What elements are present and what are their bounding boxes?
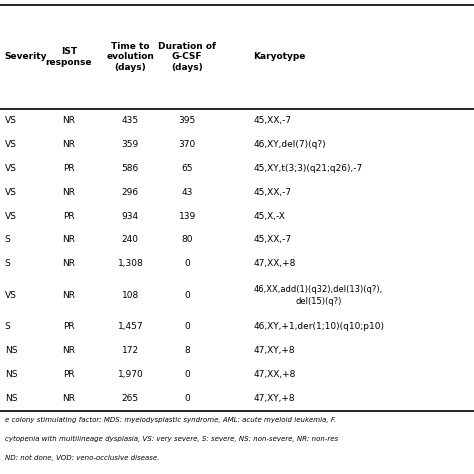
Text: Duration of
G-CSF
(days): Duration of G-CSF (days) — [158, 42, 216, 72]
Text: VS: VS — [5, 140, 17, 149]
Text: 934: 934 — [122, 211, 139, 220]
Text: VS: VS — [5, 291, 17, 300]
Text: NS: NS — [5, 370, 17, 379]
Text: IST
response: IST response — [46, 47, 92, 66]
Text: NR: NR — [62, 393, 75, 402]
Text: 0: 0 — [184, 259, 190, 268]
Text: PR: PR — [63, 322, 74, 331]
Text: 1,308: 1,308 — [118, 259, 143, 268]
Text: ND: not done, VOD: veno-occlusive disease.: ND: not done, VOD: veno-occlusive diseas… — [5, 455, 159, 461]
Text: 47,XY,+8: 47,XY,+8 — [254, 393, 295, 402]
Text: 45,X,-X: 45,X,-X — [254, 211, 285, 220]
Text: 0: 0 — [184, 393, 190, 402]
Text: 265: 265 — [122, 393, 139, 402]
Text: NR: NR — [62, 291, 75, 300]
Text: 80: 80 — [182, 236, 193, 245]
Text: NR: NR — [62, 236, 75, 245]
Text: 47,XY,+8: 47,XY,+8 — [254, 346, 295, 355]
Text: NR: NR — [62, 259, 75, 268]
Text: 46,XX,add(1)(q32),del(13)(q?),
del(15)(q?): 46,XX,add(1)(q32),del(13)(q?), del(15)(q… — [254, 285, 383, 306]
Text: Karyotype: Karyotype — [254, 53, 306, 61]
Text: 0: 0 — [184, 370, 190, 379]
Text: Severity: Severity — [5, 53, 47, 61]
Text: NR: NR — [62, 188, 75, 197]
Text: 45,XX,-7: 45,XX,-7 — [254, 236, 292, 245]
Text: 1,970: 1,970 — [118, 370, 143, 379]
Text: NR: NR — [62, 117, 75, 126]
Text: S: S — [5, 259, 10, 268]
Text: 359: 359 — [122, 140, 139, 149]
Text: 395: 395 — [179, 117, 196, 126]
Text: PR: PR — [63, 211, 74, 220]
Text: cytopenia with multilineage dysplasia, VS: very severe, S: severe, NS: non-sever: cytopenia with multilineage dysplasia, V… — [5, 436, 338, 442]
Text: NR: NR — [62, 140, 75, 149]
Text: 586: 586 — [122, 164, 139, 173]
Text: 45,XX,-7: 45,XX,-7 — [254, 117, 292, 126]
Text: VS: VS — [5, 117, 17, 126]
Text: e colony stimulating factor; MDS: myelodysplastic syndrome, AML: acute myeloid l: e colony stimulating factor; MDS: myelod… — [5, 417, 336, 423]
Text: PR: PR — [63, 164, 74, 173]
Text: 43: 43 — [182, 188, 193, 197]
Text: S: S — [5, 322, 10, 331]
Text: NR: NR — [62, 346, 75, 355]
Text: VS: VS — [5, 188, 17, 197]
Text: 435: 435 — [122, 117, 139, 126]
Text: 0: 0 — [184, 322, 190, 331]
Text: 1,457: 1,457 — [118, 322, 143, 331]
Text: 46,XY,del(7)(q?): 46,XY,del(7)(q?) — [254, 140, 326, 149]
Text: S: S — [5, 236, 10, 245]
Text: 8: 8 — [184, 346, 190, 355]
Text: 65: 65 — [182, 164, 193, 173]
Text: 139: 139 — [179, 211, 196, 220]
Text: 47,XX,+8: 47,XX,+8 — [254, 259, 296, 268]
Text: PR: PR — [63, 370, 74, 379]
Text: 172: 172 — [122, 346, 139, 355]
Text: 108: 108 — [122, 291, 139, 300]
Text: 45,XY,t(3;3)(q21;q26),-7: 45,XY,t(3;3)(q21;q26),-7 — [254, 164, 363, 173]
Text: NS: NS — [5, 393, 17, 402]
Text: Time to
evolution
(days): Time to evolution (days) — [106, 42, 155, 72]
Text: 0: 0 — [184, 291, 190, 300]
Text: 47,XX,+8: 47,XX,+8 — [254, 370, 296, 379]
Text: VS: VS — [5, 211, 17, 220]
Text: 46,XY,+1,der(1;10)(q10;p10): 46,XY,+1,der(1;10)(q10;p10) — [254, 322, 384, 331]
Text: 296: 296 — [122, 188, 139, 197]
Text: NS: NS — [5, 346, 17, 355]
Text: 45,XX,-7: 45,XX,-7 — [254, 188, 292, 197]
Text: 370: 370 — [179, 140, 196, 149]
Text: 240: 240 — [122, 236, 139, 245]
Text: VS: VS — [5, 164, 17, 173]
